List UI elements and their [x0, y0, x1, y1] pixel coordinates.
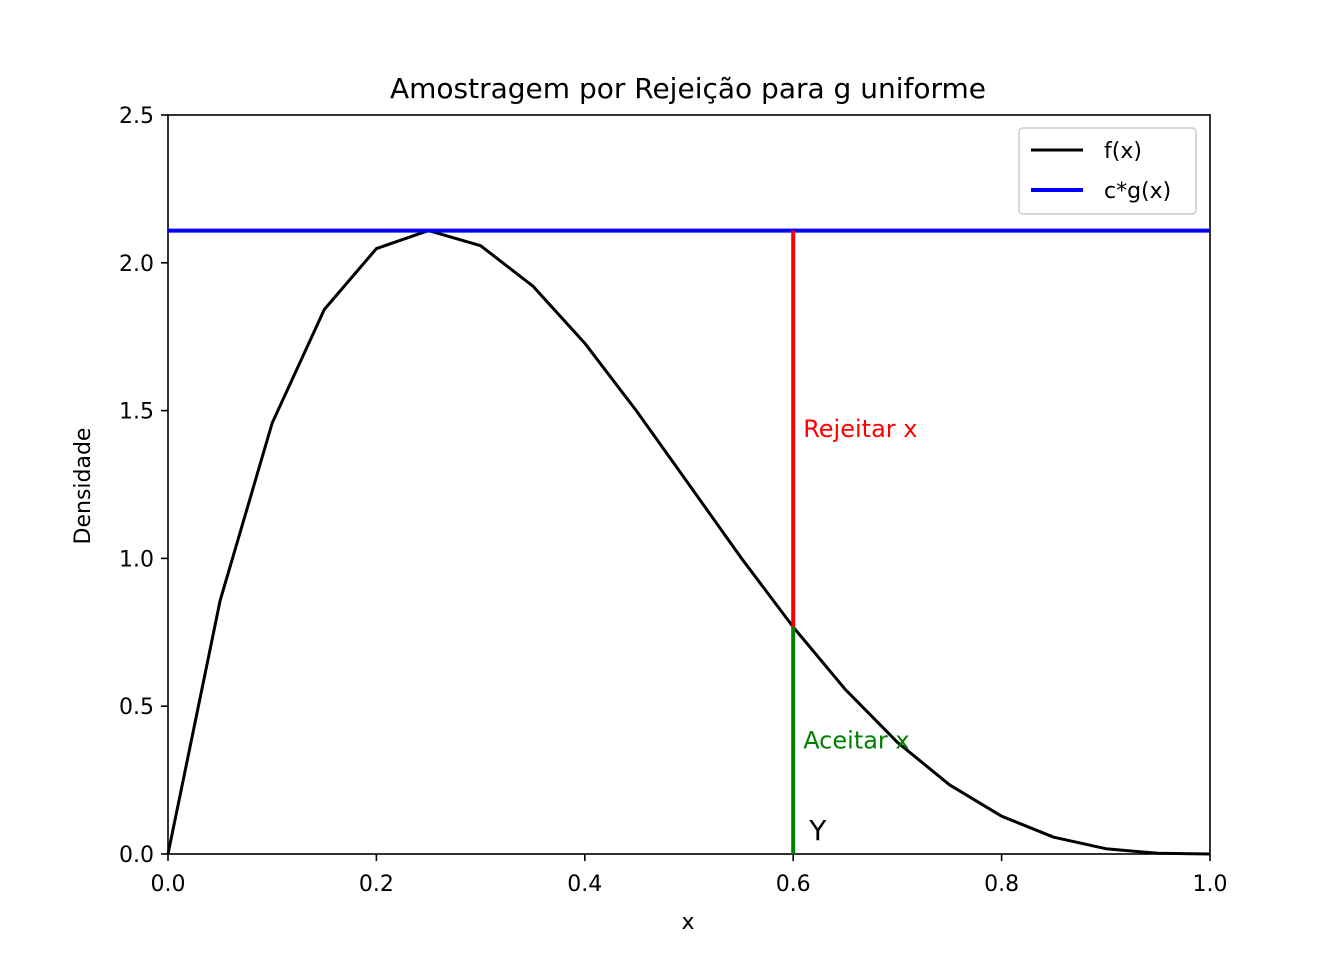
legend-label: f(x) — [1104, 139, 1142, 164]
y-tick-label: 2.5 — [119, 104, 154, 129]
y-tick-label: 0.5 — [119, 695, 154, 720]
y-tick-label: 2.0 — [119, 252, 154, 277]
x-tick-label: 0.0 — [151, 872, 186, 897]
annotations: Rejeitar x Aceitar x Y — [803, 415, 917, 847]
x-tick-label: 0.6 — [776, 872, 811, 897]
x-tick-label: 0.2 — [359, 872, 394, 897]
series-line-f — [166, 229, 1211, 856]
y-tick-label: 1.5 — [119, 400, 154, 425]
plot-area — [166, 114, 1211, 856]
y-tick-label: 1.0 — [119, 547, 154, 572]
reject-label: Rejeitar x — [803, 415, 917, 443]
legend-label: c*g(x) — [1104, 179, 1171, 204]
axis-ticks: 0.0 0.2 0.4 0.6 0.8 1.0 0.0 0.5 1.0 1.5 2.0 2.5 — [119, 104, 1228, 897]
x-tick-label: 0.4 — [567, 872, 602, 897]
y-point-label: Y — [808, 814, 827, 847]
axes-frame — [167, 114, 1211, 855]
chart-title: Amostragem por Rejeição para g uniforme — [390, 72, 986, 105]
x-axis-label: x — [681, 910, 694, 935]
accept-label: Aceitar x — [803, 726, 909, 754]
x-tick-label: 1.0 — [1193, 872, 1228, 897]
legend: f(x) c*g(x) — [1018, 127, 1197, 215]
y-axis-label: Densidade — [71, 428, 96, 545]
y-tick-label: 0.0 — [119, 843, 154, 868]
x-tick-label: 0.8 — [984, 872, 1019, 897]
